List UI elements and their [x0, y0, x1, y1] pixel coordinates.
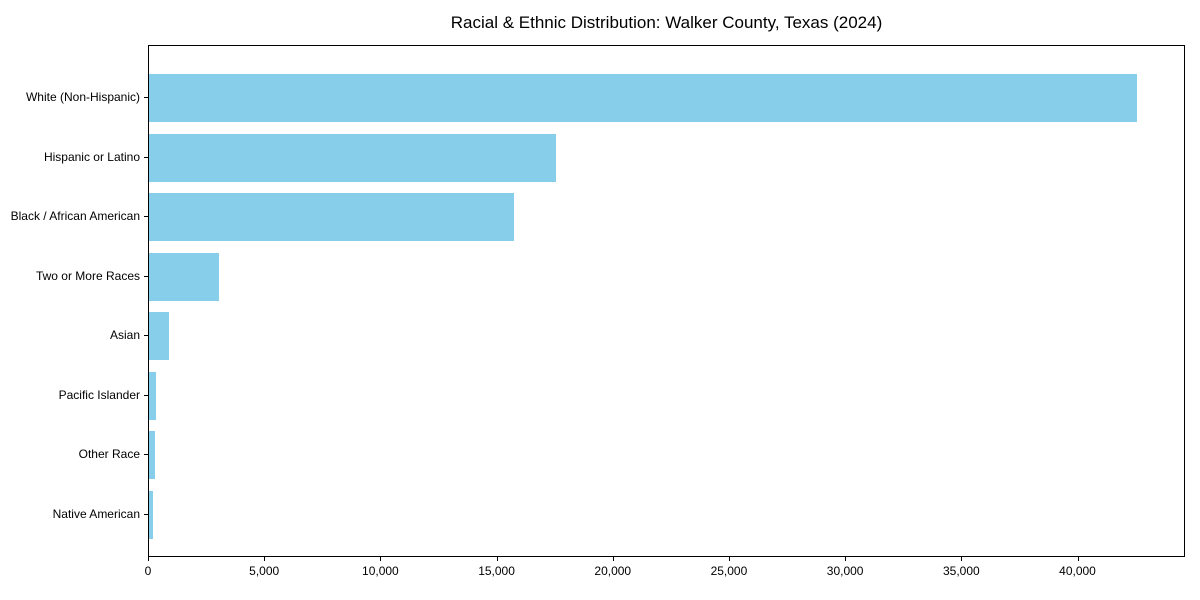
x-axis-tick-label: 5,000 [249, 564, 280, 578]
x-axis-tick-label: 25,000 [710, 564, 748, 578]
y-axis-tick-mark [144, 156, 148, 158]
y-axis-tick-mark [144, 97, 148, 98]
y-axis-category-label: Other Race [78, 447, 140, 462]
x-axis-tick-mark [613, 557, 614, 561]
plot-area [148, 45, 1185, 557]
bar-other-race [149, 431, 155, 480]
x-axis-tick-label: 15,000 [478, 564, 515, 578]
x-axis-tick-label: 10,000 [362, 564, 399, 578]
bar-asian [149, 312, 169, 361]
y-axis-tick-mark [144, 513, 148, 515]
x-axis-tick-mark [729, 557, 730, 561]
x-axis-tick-label: 30,000 [826, 564, 864, 578]
y-axis-tick-mark [144, 216, 148, 218]
x-axis-tick-mark [845, 557, 846, 561]
y-axis-category-label: Native American [52, 506, 140, 521]
x-axis-tick-mark [264, 557, 265, 561]
y-axis-tick-mark [144, 394, 148, 396]
bar-native-american [149, 490, 154, 539]
y-axis-category-label: Pacific Islander [58, 387, 140, 402]
y-axis-category-label: Two or More Races [35, 268, 140, 283]
x-axis-tick-label: 20,000 [594, 564, 632, 578]
bar-pacific-islander [149, 371, 156, 420]
bar-hispanic-or-latino [149, 133, 556, 182]
y-axis-tick-mark [144, 454, 148, 456]
y-axis-category-label: Black / African American [10, 209, 140, 224]
x-axis-tick-mark [497, 557, 498, 561]
y-axis-tick-mark [144, 335, 148, 337]
x-axis-tick-mark [380, 557, 381, 561]
x-axis-tick-mark [1078, 557, 1079, 561]
x-axis-tick-label: 0 [144, 564, 152, 578]
y-axis-category-label: Hispanic or Latino [43, 149, 140, 164]
bar-black-african-american [149, 193, 514, 242]
chart-title: Racial & Ethnic Distribution: Walker Cou… [450, 13, 883, 32]
bar-white-non-hispanic [149, 74, 1137, 122]
y-axis-tick-mark [144, 275, 148, 277]
y-axis-category-label: Asian [109, 328, 140, 343]
x-axis-tick-mark [148, 557, 149, 561]
x-axis-tick-label: 35,000 [942, 564, 980, 578]
x-axis-tick-label: 40,000 [1059, 564, 1096, 578]
x-axis-tick-mark [961, 557, 962, 561]
bar-two-or-more-races [149, 252, 219, 301]
y-axis-category-label: White (Non-Hispanic) [25, 90, 140, 104]
